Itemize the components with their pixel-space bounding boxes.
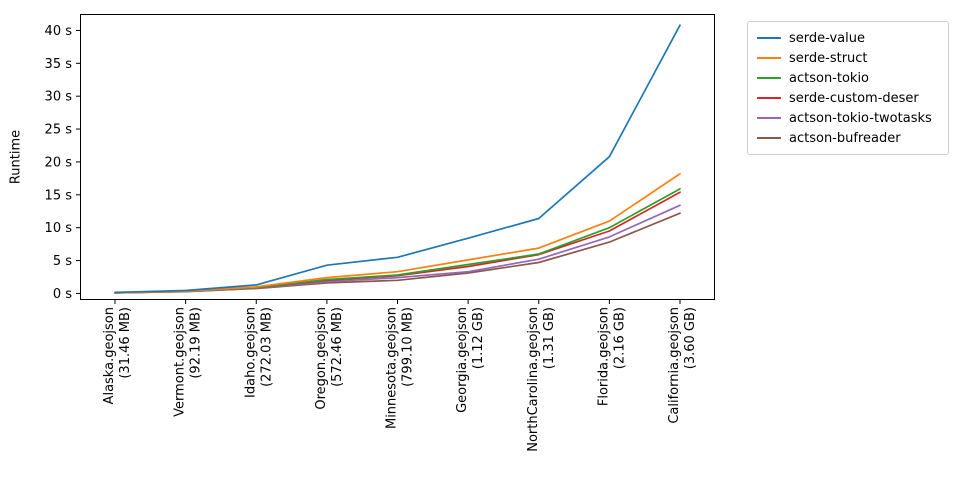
y-tick-label: 40 s (45, 24, 73, 39)
legend-item-serde-custom-deser: serde-custom-deser (757, 88, 939, 108)
x-tick-label: Florida.geojson(2.16 GB) (596, 307, 627, 406)
legend-item-serde-value: serde-value (757, 28, 939, 48)
legend-label: serde-custom-deser (789, 90, 919, 106)
x-tick-label: Vermont.geojson(92.19 MB) (173, 307, 204, 417)
legend-item-actson-bufreader: actson-bufreader (757, 128, 939, 148)
legend-line-swatch (757, 117, 781, 119)
legend-line-swatch (757, 97, 781, 99)
legend-label: serde-struct (789, 50, 868, 66)
x-tick-label: Oregon.geojson(572.46 MB) (314, 307, 345, 410)
y-axis-title: Runtime (8, 129, 24, 185)
axes-frame (80, 14, 715, 300)
series-line-serde-struct (114, 172, 681, 294)
series-line-serde-value (114, 24, 681, 294)
legend-label: actson-bufreader (789, 130, 901, 146)
y-tick-label: 15 s (45, 188, 73, 203)
x-tick-label: NorthCarolina.geojson(1.31 GB) (526, 307, 557, 452)
y-tick-label: 5 s (53, 254, 72, 269)
y-tick-label: 30 s (45, 90, 73, 105)
legend-label: actson-tokio (789, 70, 870, 86)
legend-box: serde-value serde-struct actson-tokio serde… (747, 21, 949, 155)
y-tick-label: 10 s (45, 221, 73, 236)
series-line-actson-bufreader (114, 212, 681, 294)
legend-item-serde-struct: serde-struct (757, 48, 939, 68)
y-tick-label: 0 s (53, 287, 72, 302)
legend-label: serde-value (789, 30, 865, 46)
x-tick-label: Georgia.geojson(1.12 GB) (455, 307, 486, 413)
x-tick-label: Minnesota.geojson(799.10 MB) (385, 307, 416, 429)
y-tick-label: 25 s (45, 123, 73, 138)
x-tick-label: Alaska.geojson(31.46 MB) (102, 307, 133, 404)
legend-line-swatch (757, 77, 781, 79)
legend-item-actson-tokio: actson-tokio (757, 68, 939, 88)
x-tick-label: California.geojson(3.60 GB) (667, 307, 698, 424)
x-tick-label: Idaho.geojson(272.03 MB) (243, 307, 274, 398)
y-tick-label: 20 s (45, 155, 73, 170)
legend-line-swatch (757, 37, 781, 39)
legend-item-actson-tokio-twotasks: actson-tokio-twotasks (757, 108, 939, 128)
y-tick-label: 35 s (45, 57, 73, 72)
legend-line-swatch (757, 57, 781, 59)
legend-line-swatch (757, 137, 781, 139)
legend-label: actson-tokio-twotasks (789, 110, 932, 126)
